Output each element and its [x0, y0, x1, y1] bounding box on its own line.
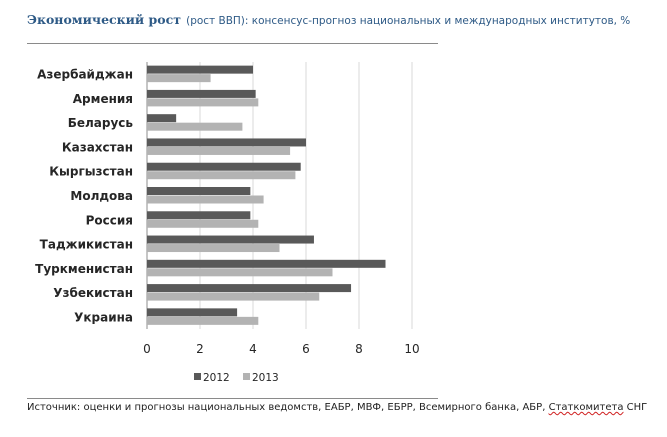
- bar-2013-2: [147, 122, 243, 131]
- bar-2012-9: [147, 284, 352, 293]
- bar-2012-7: [147, 235, 314, 244]
- x-tick-label-0: 0: [143, 342, 151, 356]
- chart-title-rest: (рост ВВП): консенсус-прогноз национальн…: [186, 15, 631, 27]
- chart-title-bold: Экономический рост: [27, 12, 181, 27]
- bar-2012-0: [147, 65, 253, 74]
- bar-2013-1: [147, 98, 259, 107]
- category-label-0: Азербайджан: [37, 68, 133, 82]
- source-tail: СНГ: [623, 402, 648, 413]
- bar-2012-4: [147, 162, 301, 171]
- legend-label-2013: 2013: [252, 372, 279, 384]
- category-label-1: Армения: [73, 92, 133, 106]
- source-underlined: Статкомитета: [548, 402, 624, 413]
- bar-2013-7: [147, 244, 280, 253]
- x-tick-label-3: 6: [302, 342, 310, 356]
- bar-2012-1: [147, 89, 256, 98]
- source-text: Источник: оценки и прогнозы национальных…: [27, 402, 549, 413]
- bar-2012-8: [147, 259, 386, 268]
- legend-swatch-2013: [243, 373, 250, 380]
- legend-swatch-2012: [194, 373, 201, 380]
- source-note: Источник: оценки и прогнозы национальных…: [27, 402, 647, 413]
- bottom-divider: [27, 398, 438, 399]
- x-tick-label-4: 8: [355, 342, 363, 356]
- bar-2013-9: [147, 292, 320, 301]
- bar-2012-5: [147, 187, 251, 195]
- x-tick-label-2: 4: [249, 342, 257, 356]
- x-tick-label-5: 10: [404, 342, 419, 356]
- category-label-6: Россия: [86, 213, 133, 227]
- top-divider: [27, 43, 438, 44]
- category-label-9: Узбекистан: [53, 286, 133, 300]
- category-label-5: Молдова: [70, 189, 133, 203]
- bar-2013-8: [147, 268, 333, 277]
- bar-2013-0: [147, 74, 211, 83]
- bar-2012-3: [147, 138, 306, 147]
- x-tick-label-1: 2: [196, 342, 204, 356]
- legend-label-2012: 2012: [203, 372, 230, 384]
- bar-2013-5: [147, 195, 264, 204]
- bar-2012-2: [147, 114, 177, 123]
- category-label-10: Украина: [74, 310, 133, 324]
- bar-2013-3: [147, 146, 291, 155]
- bar-2013-10: [147, 316, 259, 325]
- category-label-3: Казахстан: [62, 140, 133, 154]
- category-label-7: Таджикистан: [40, 238, 133, 252]
- category-label-8: Туркменистан: [35, 262, 133, 276]
- bar-2013-4: [147, 171, 296, 180]
- bar-2013-6: [147, 219, 259, 228]
- bar-2012-10: [147, 308, 238, 317]
- category-label-2: Беларусь: [68, 116, 134, 130]
- chart-title: Экономический рост (рост ВВП): консенсус…: [27, 9, 630, 28]
- bar-2012-6: [147, 211, 251, 220]
- category-label-4: Кыргызстан: [49, 165, 133, 179]
